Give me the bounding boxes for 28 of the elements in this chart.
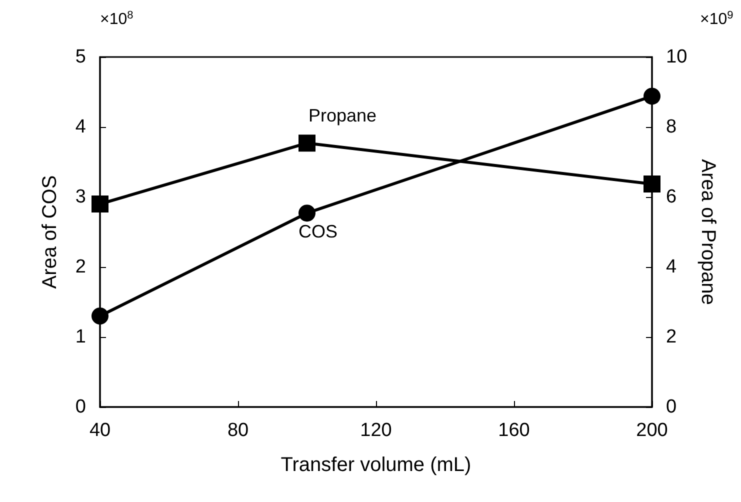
y2-tick-label: 4 <box>666 256 677 278</box>
series-label: Propane <box>308 106 377 126</box>
y-axis-title: Area of COS <box>39 175 61 289</box>
y2-axis-title: Area of Propane <box>697 159 720 305</box>
point <box>644 88 660 105</box>
x-tick-label: 40 <box>89 420 111 441</box>
x-tick-label: 120 <box>360 420 392 441</box>
x-tick-label: 160 <box>498 420 530 441</box>
x-tick-label: 200 <box>636 420 668 441</box>
x-tick-label: 80 <box>227 420 249 441</box>
y2-tick-label: 2 <box>666 326 677 348</box>
point <box>644 176 660 193</box>
y2-tick-label: 10 <box>666 46 688 68</box>
point <box>298 134 316 152</box>
y2-tick-label: 8 <box>666 116 677 138</box>
y-tick-label: 1 <box>75 326 86 348</box>
series-label: COS <box>298 222 338 242</box>
point <box>298 204 316 222</box>
y-tick-label: 2 <box>75 256 86 278</box>
x-axis-title: Transfer volume (mL) <box>280 454 472 476</box>
point <box>92 308 108 324</box>
y-tick-label: 0 <box>75 396 86 418</box>
y-tick-label: 3 <box>75 186 86 208</box>
y2-tick-label: 6 <box>666 186 677 208</box>
y2-tick-label: 0 <box>666 396 677 418</box>
y-tick-label: 4 <box>75 116 86 138</box>
y-tick-label: 5 <box>75 46 86 68</box>
point <box>92 196 108 212</box>
